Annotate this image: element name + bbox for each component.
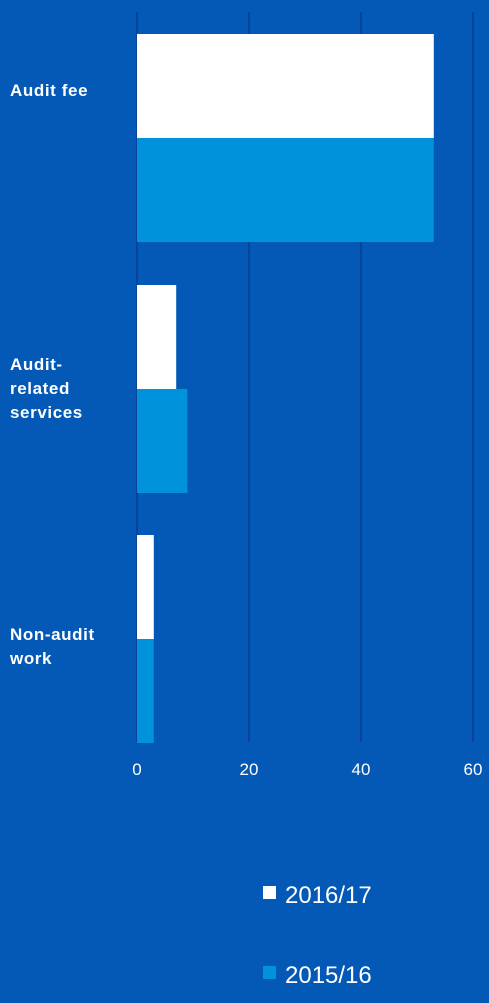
category-label-line: Audit fee <box>10 81 88 100</box>
category-label: Non-audit work <box>9 625 95 668</box>
bar-non-audit-work-2015-16 <box>137 639 154 743</box>
category-label: Audit fee <box>10 81 88 100</box>
legend-label: 2016/17 <box>285 882 372 909</box>
category-label-line: services <box>10 403 83 422</box>
category-label-line: related <box>10 379 70 398</box>
legend-swatch <box>263 886 276 899</box>
x-tick-label: 0 <box>132 760 141 779</box>
category-label-line: Non-audit <box>10 625 95 644</box>
x-tick-label: 60 <box>464 760 483 779</box>
bar-audit-related-services-2015-16 <box>137 389 188 493</box>
bar-non-audit-work-2016-17 <box>137 535 154 639</box>
category-label-line: Audit- <box>10 355 63 374</box>
category-label: Audit-related services <box>10 355 83 422</box>
category-label-line: work <box>9 649 52 668</box>
bar-audit-fee-2015-16 <box>137 138 434 242</box>
bar-audit-fee-2016-17 <box>137 34 434 138</box>
legend-swatch <box>263 966 276 979</box>
x-tick-label: 40 <box>352 760 371 779</box>
x-tick-label: 20 <box>240 760 259 779</box>
bar-audit-related-services-2016-17 <box>137 285 177 389</box>
legend-label: 2015/16 <box>285 962 372 989</box>
